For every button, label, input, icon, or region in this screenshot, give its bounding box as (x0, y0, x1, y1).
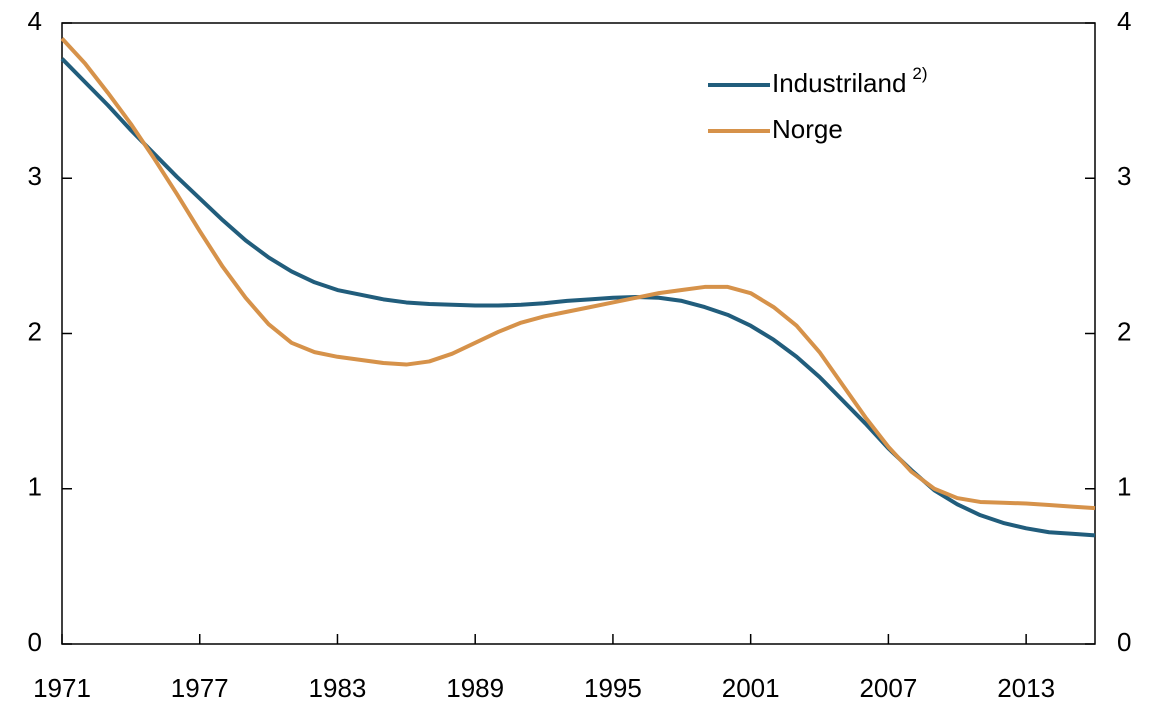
y2-tick-label: 3 (1117, 161, 1131, 191)
x-tick-label: 1995 (584, 673, 642, 703)
y2-tick-label: 4 (1117, 6, 1131, 36)
line-series (60, 57, 1096, 538)
x-tick-label: 1971 (33, 673, 91, 703)
legend-label: Industriland 2) (772, 64, 928, 97)
plot-frame (61, 22, 1096, 645)
y2-tick-label: 1 (1117, 472, 1131, 502)
x-tick-label: 2001 (722, 673, 780, 703)
x-tick-label: 1977 (171, 673, 229, 703)
legend-name: Industriland (772, 68, 906, 98)
x-tick-label: 2013 (997, 673, 1055, 703)
y-tick-label: 4 (28, 6, 42, 36)
y2-tick-label: 2 (1117, 316, 1131, 346)
x-tick-label: 2007 (859, 673, 917, 703)
x-tick-label: 1983 (309, 673, 367, 703)
y-tick-label: 0 (28, 627, 42, 657)
legend-name: Norge (772, 114, 843, 144)
y-tick-label: 3 (28, 161, 42, 191)
legend-superscript: 2) (912, 64, 927, 83)
y-tick-label: 1 (28, 472, 42, 502)
legend-label: Norge (772, 114, 843, 144)
y-tick-label: 2 (28, 316, 42, 346)
y2-tick-label: 0 (1117, 627, 1131, 657)
line-series (60, 37, 1096, 511)
x-tick-label: 1989 (446, 673, 504, 703)
